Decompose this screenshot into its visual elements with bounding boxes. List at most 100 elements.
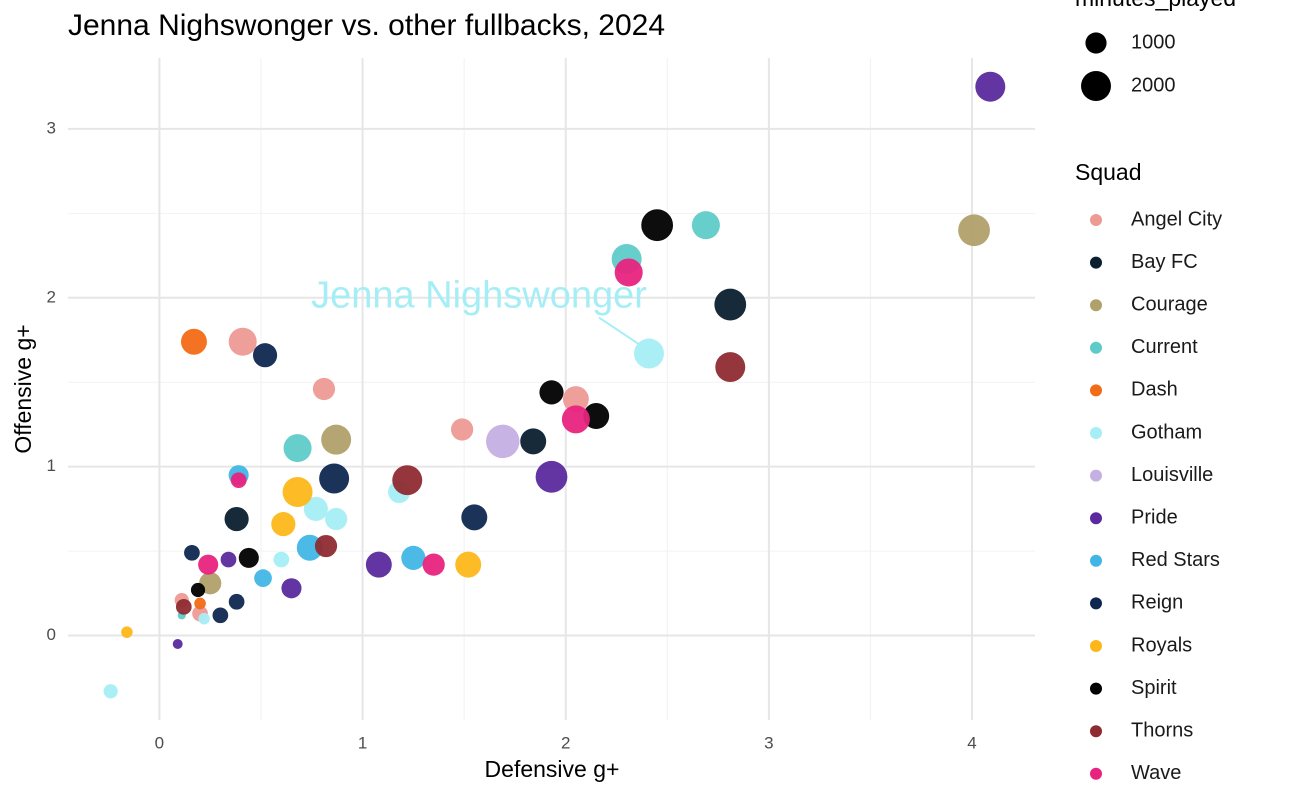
x-tick-label: 2	[561, 733, 570, 752]
chart-title: Jenna Nighswonger vs. other fullbacks, 2…	[68, 9, 665, 42]
bubble	[365, 551, 392, 578]
bubble	[212, 607, 229, 624]
legend-key	[1090, 640, 1102, 652]
legend-label: Gotham	[1131, 421, 1202, 443]
x-tick-label: 1	[358, 733, 367, 752]
legend-label: Angel City	[1131, 208, 1222, 230]
bubble	[190, 582, 206, 598]
bubble	[230, 472, 247, 489]
bubble	[180, 328, 207, 355]
legend-key	[1090, 341, 1102, 354]
bubble	[172, 639, 183, 649]
legend-label: Spirit	[1131, 677, 1177, 699]
x-tick-label: 4	[967, 733, 976, 752]
legend-label: Reign	[1131, 592, 1183, 614]
legend-key	[1090, 427, 1102, 439]
legend-title: Squad	[1075, 159, 1142, 185]
annotation-leader	[598, 316, 642, 347]
bubble	[220, 551, 237, 568]
bubble	[539, 380, 564, 405]
bubble	[691, 211, 720, 240]
bubble	[228, 327, 257, 356]
size-legend-label: 2000	[1131, 74, 1176, 96]
size-legend-key	[1085, 32, 1107, 54]
legend-key	[1090, 725, 1102, 738]
legend-key	[1090, 767, 1102, 780]
bubble	[319, 463, 350, 494]
annotation: Jenna Nighswonger	[311, 275, 647, 317]
bubble	[303, 496, 328, 521]
bubble	[184, 544, 200, 561]
bubble	[714, 288, 747, 321]
bubble	[535, 460, 568, 493]
x-tick-label: 3	[764, 733, 773, 752]
bubble	[254, 569, 272, 588]
bubble	[238, 547, 259, 568]
bubble	[485, 424, 520, 459]
y-tick-label: 0	[47, 625, 56, 644]
legend-key	[1090, 256, 1102, 269]
legend-key	[1090, 682, 1102, 695]
legend-key	[1090, 214, 1102, 226]
bubble	[252, 343, 278, 368]
bubble	[461, 504, 488, 531]
bubble	[228, 593, 245, 610]
legend-label: Wave	[1131, 762, 1181, 784]
bubble	[224, 506, 249, 532]
size-legend-label: 1000	[1131, 31, 1176, 53]
legend-label: Bay FC	[1131, 251, 1198, 273]
bubble	[271, 512, 296, 537]
bubble	[175, 598, 192, 615]
bubble	[273, 551, 290, 568]
bubble	[451, 418, 474, 441]
bubble	[958, 214, 990, 247]
bubble	[634, 338, 664, 369]
bubble	[520, 428, 547, 455]
legend-label: Red Stars	[1131, 549, 1220, 571]
legend-label: Courage	[1131, 293, 1208, 315]
bubble	[715, 352, 746, 383]
bubble	[283, 434, 312, 463]
legend-label: Dash	[1131, 379, 1178, 401]
bubble	[614, 258, 643, 287]
bubble	[282, 477, 313, 507]
legend-label: Louisville	[1131, 464, 1213, 486]
y-tick-label: 2	[47, 287, 56, 306]
x-axis-title: Defensive g+	[485, 756, 620, 782]
bubble	[641, 209, 674, 242]
bubble	[314, 534, 338, 558]
bubble	[121, 626, 133, 638]
bubble	[194, 597, 206, 610]
bubble	[422, 553, 445, 576]
bubble	[325, 507, 348, 531]
bubble	[312, 377, 336, 401]
legend-label: Royals	[1131, 634, 1192, 656]
bubble	[281, 578, 302, 599]
bubble	[562, 386, 589, 413]
legend-key	[1090, 512, 1102, 525]
legend-key	[1090, 384, 1102, 397]
y-tick-label: 3	[47, 118, 56, 137]
legend-key	[1090, 469, 1102, 482]
legend-key	[1090, 554, 1102, 567]
bubble	[455, 551, 482, 578]
size-legend-title: minutes_played	[1075, 0, 1236, 11]
bubble	[401, 545, 426, 570]
bubble	[103, 684, 118, 699]
x-tick-label: 0	[155, 733, 164, 752]
bubble	[321, 424, 352, 455]
legend-label: Current	[1131, 336, 1198, 358]
y-tick-label: 1	[47, 456, 56, 475]
bubble	[975, 71, 1006, 102]
y-axis-title: Offensive g+	[10, 324, 36, 453]
bubble	[561, 405, 590, 434]
legend-key	[1090, 597, 1102, 610]
bubble	[198, 612, 210, 625]
legend-label: Thorns	[1131, 719, 1193, 741]
bubble	[392, 465, 423, 496]
bubble	[583, 403, 610, 429]
legend-label: Pride	[1131, 506, 1178, 528]
bubble	[198, 554, 219, 575]
legend-key	[1090, 299, 1102, 312]
